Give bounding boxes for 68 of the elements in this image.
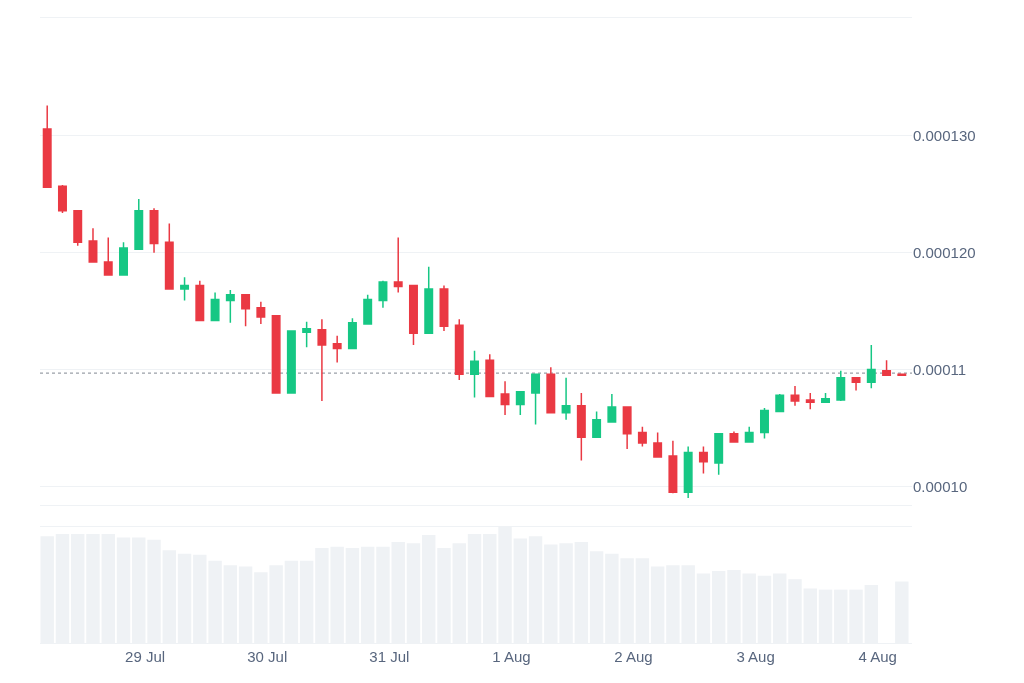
candlestick (698, 445, 708, 475)
candlestick (714, 433, 724, 476)
candlestick (317, 318, 327, 402)
y-tick-label: 0.00011 (913, 360, 967, 378)
x-tick-label: 30 Jul (247, 648, 288, 665)
candlestick (546, 366, 556, 414)
candlestick (119, 241, 128, 276)
candlestick (332, 334, 342, 364)
x-tick-label: 2 Aug (614, 648, 653, 665)
candlestick (134, 198, 144, 250)
x-tick-label: 4 Aug (858, 648, 897, 665)
y-tick-label: 0.00010 (913, 477, 968, 495)
candlestick (897, 373, 907, 377)
candlestick (515, 390, 525, 416)
x-tick-label: 29 Jul (125, 648, 166, 665)
candlestick (454, 318, 464, 381)
candlestick (225, 289, 235, 324)
candlestick (683, 445, 693, 499)
y-tick-label: 0.000120 (913, 243, 976, 261)
y-tick-label: 0.000130 (913, 127, 976, 145)
candlestick (408, 284, 418, 346)
candlestick (256, 301, 266, 325)
candlestick (164, 222, 174, 290)
candlestick (729, 430, 739, 443)
candlestick (73, 209, 83, 247)
candlestick (210, 291, 220, 322)
candlestick (378, 280, 388, 309)
candlestick (347, 317, 357, 350)
candlestick (302, 320, 312, 349)
candlestick (241, 294, 251, 328)
candlestick (882, 359, 892, 377)
candlestick (592, 410, 602, 439)
candlestick (622, 406, 632, 450)
candlestick (790, 385, 800, 407)
candlestick (88, 227, 98, 263)
candlestick (149, 207, 159, 254)
candlestick (57, 184, 67, 214)
candlestick (500, 380, 510, 416)
x-tick-label: 1 Aug (492, 648, 531, 665)
candlestick (561, 376, 571, 421)
candlestick (637, 426, 647, 448)
candlestick (668, 440, 678, 495)
candlestick (470, 350, 480, 399)
candlestick (42, 104, 52, 189)
candlestick (821, 392, 831, 403)
candlestick (195, 280, 205, 322)
candlestick (363, 294, 373, 325)
x-tick-label: 31 Jul (369, 648, 410, 665)
candlestick (759, 407, 769, 440)
candlestick (531, 373, 541, 426)
candlestick (439, 284, 449, 332)
candlestick (424, 266, 434, 335)
x-tick-label: 3 Aug (736, 648, 775, 665)
candlestick (805, 392, 815, 410)
candlestick (286, 330, 296, 394)
candlestick (485, 353, 495, 398)
candlestick (851, 376, 861, 392)
candlestick (393, 236, 403, 294)
candlestick (836, 369, 846, 402)
candlestick (744, 426, 754, 443)
candlestick (271, 315, 281, 394)
candlestick (607, 393, 617, 423)
candlestick (866, 344, 876, 389)
candlestick (180, 276, 190, 302)
candlestick (103, 236, 113, 276)
candlestick (576, 392, 586, 462)
candlestick (775, 393, 785, 413)
candlestick (653, 431, 663, 458)
